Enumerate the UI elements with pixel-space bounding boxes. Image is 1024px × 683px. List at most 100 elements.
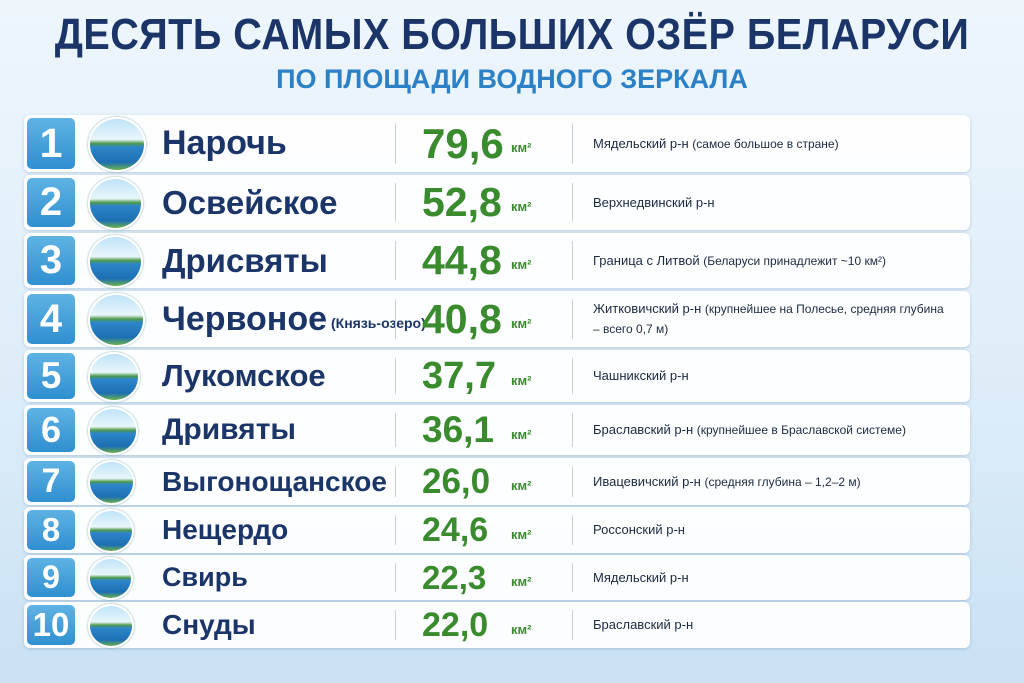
region-text: Ивацевичский р-н (средняя глубина – 1,2–… bbox=[593, 472, 861, 492]
region-name: Ивацевичский р-н bbox=[593, 473, 701, 489]
divider bbox=[395, 413, 396, 447]
area-unit: км² bbox=[511, 426, 532, 442]
region-name: Мядельский р-н bbox=[593, 569, 689, 585]
name-text: Червоное bbox=[162, 299, 328, 338]
region: Браславский р-н (крупнейшее в Браславско… bbox=[593, 405, 953, 455]
rank-badge: 8 bbox=[27, 510, 75, 550]
lake-name: Нещердо bbox=[162, 507, 288, 553]
lake-icon bbox=[88, 407, 139, 455]
table-row: 10 Снуды 22,0 км² Браславский р-н bbox=[24, 602, 970, 648]
region-text: Житковичский р-н (крупнейшее на Полесье,… bbox=[593, 299, 953, 339]
region-name: Мядельский р-н bbox=[593, 135, 689, 151]
region: Верхнедвинский р-н bbox=[593, 175, 953, 230]
area-value: 26,0 bbox=[422, 461, 491, 501]
lake-icon bbox=[88, 460, 136, 505]
rank-badge: 7 bbox=[27, 461, 75, 502]
rank-badge: 5 bbox=[27, 353, 75, 399]
area-unit: км² bbox=[511, 621, 532, 637]
divider bbox=[395, 610, 396, 640]
rank-badge: 1 bbox=[27, 118, 75, 169]
name-text: Дрисвяты bbox=[162, 241, 328, 279]
region-text: Браславский р-н bbox=[593, 615, 693, 635]
divider bbox=[572, 466, 573, 497]
region-note: (самое большое в стране) bbox=[692, 136, 839, 151]
rank-badge: 4 bbox=[27, 294, 75, 344]
lake-icon bbox=[88, 293, 145, 347]
table-row: 6 Дривяты 36,1 км² Браславский р-н (крупнейш… bbox=[24, 405, 970, 455]
divider bbox=[572, 183, 573, 222]
region-note: (крупнейшее в Браславской системе) bbox=[696, 423, 906, 437]
area-value: 36,1 bbox=[422, 409, 495, 450]
region: Ивацевичский р-н (средняя глубина – 1,2–… bbox=[593, 458, 953, 505]
table-row: 8 Нещердо 24,6 км² Россонский р-н bbox=[24, 507, 970, 553]
divider bbox=[572, 563, 573, 592]
area-value: 24,6 bbox=[422, 510, 489, 549]
region-note: (Беларуси принадлежит ~10 км²) bbox=[703, 253, 886, 268]
lake-icon bbox=[88, 117, 146, 172]
table-row: 2 Освейское 52,8 км² Верхнедвинский р-н bbox=[24, 175, 970, 230]
name-text: Нарочь bbox=[162, 124, 287, 162]
region-name: Чашникский р-н bbox=[593, 368, 689, 383]
region-name: Браславский р-н bbox=[593, 617, 694, 632]
region: Браславский р-н bbox=[593, 602, 953, 648]
rank-badge: 2 bbox=[27, 178, 75, 227]
lake-icon bbox=[88, 557, 133, 600]
divider bbox=[572, 241, 573, 280]
lake-name: Червоное (Князь-озеро) bbox=[162, 291, 426, 347]
lake-icon bbox=[88, 604, 134, 648]
area-value: 22,0 bbox=[422, 605, 489, 644]
region-text: Россонский р-н bbox=[593, 520, 685, 540]
divider bbox=[572, 358, 573, 394]
divider bbox=[395, 515, 396, 545]
name-text: Нещердо bbox=[162, 514, 289, 545]
region-name: Браславский р-н bbox=[593, 422, 694, 437]
divider bbox=[395, 563, 396, 592]
divider bbox=[572, 299, 573, 339]
region: Мядельский р-н (самое большое в стране) bbox=[593, 115, 953, 172]
rank-badge: 3 bbox=[27, 236, 75, 285]
region-text: Граница с Литвой (Беларуси принадлежит ~… bbox=[593, 251, 886, 271]
lake-name: Лукомское bbox=[162, 350, 326, 402]
rank-badge: 10 bbox=[27, 605, 75, 645]
region-text: Мядельский р-н bbox=[593, 568, 689, 588]
lake-name: Нарочь bbox=[162, 115, 287, 172]
area-unit: км² bbox=[511, 199, 532, 214]
area-value: 79,6 bbox=[422, 119, 504, 167]
area-unit: км² bbox=[511, 315, 532, 331]
area-unit: км² bbox=[511, 257, 532, 272]
name-text: Лукомское bbox=[162, 358, 326, 393]
divider bbox=[395, 299, 396, 339]
region-name: Верхнедвинский р-н bbox=[593, 194, 715, 210]
area-value: 52,8 bbox=[422, 179, 502, 225]
lake-name: Выгонощанское bbox=[162, 458, 387, 505]
divider bbox=[572, 610, 573, 640]
divider bbox=[395, 358, 396, 394]
subtitle: ПО ПЛОЩАДИ ВОДНОГО ЗЕРКАЛА bbox=[276, 64, 748, 94]
region-name: Граница с Литвой bbox=[593, 252, 700, 268]
lake-icon bbox=[88, 509, 134, 553]
region: Россонский р-н bbox=[593, 507, 953, 553]
region-name: Россонский р-н bbox=[593, 522, 685, 537]
rank-badge: 6 bbox=[27, 408, 75, 452]
region: Житковичский р-н (крупнейшее на Полесье,… bbox=[593, 291, 953, 347]
area-value: 22,3 bbox=[422, 558, 487, 596]
area-unit: км² bbox=[511, 140, 532, 155]
region-text: Чашникский р-н bbox=[593, 366, 689, 386]
region-note: (крупнейшее на Полесье, средняя глубина … bbox=[593, 302, 944, 336]
area-value: 44,8 bbox=[422, 237, 502, 283]
region-note: (средняя глубина – 1,2–2 м) bbox=[704, 474, 861, 489]
divider bbox=[572, 413, 573, 447]
name-text: Выгонощанское bbox=[162, 465, 387, 497]
area-unit: км² bbox=[511, 526, 532, 542]
name-text: Свирь bbox=[162, 562, 248, 592]
lake-name: Дривяты bbox=[162, 405, 296, 455]
region-text: Мядельский р-н (самое большое в стране) bbox=[593, 134, 839, 154]
area-value: 40,8 bbox=[422, 295, 502, 342]
divider bbox=[395, 123, 396, 164]
divider bbox=[572, 123, 573, 164]
table-row: 7 Выгонощанское 26,0 км² Ивацевичский р-н (с… bbox=[24, 458, 970, 505]
lake-icon bbox=[88, 177, 144, 230]
divider bbox=[572, 515, 573, 545]
lake-name: Освейское bbox=[162, 175, 337, 230]
